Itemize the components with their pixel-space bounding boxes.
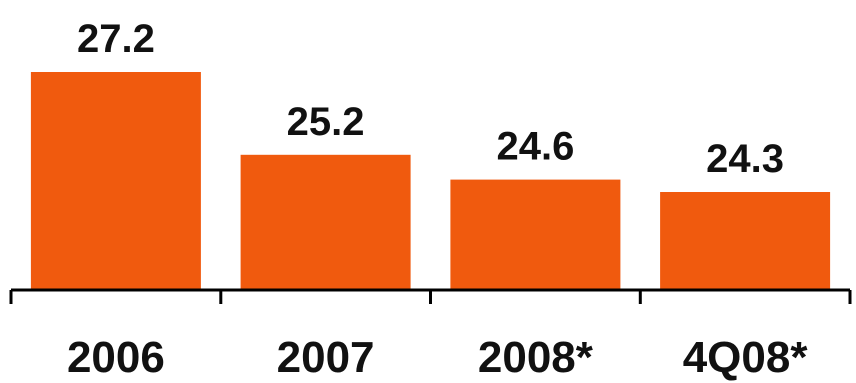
category-label: 2008* <box>478 333 594 382</box>
category-labels-group: 2006 2007 2008* 4Q08* <box>67 333 808 382</box>
bar-4q08 <box>660 192 831 290</box>
bar-2007 <box>240 154 411 290</box>
bars-group <box>30 72 831 290</box>
value-label: 25.2 <box>287 100 365 144</box>
category-label: 4Q08* <box>683 333 809 382</box>
value-label: 27.2 <box>77 17 155 61</box>
value-label: 24.6 <box>496 125 574 169</box>
x-axis <box>9 288 852 304</box>
value-label: 24.3 <box>706 137 784 181</box>
category-label: 2006 <box>67 333 165 382</box>
category-label: 2007 <box>277 333 375 382</box>
bar-2008 <box>450 179 621 290</box>
bar-2006 <box>30 72 201 290</box>
value-labels-group: 27.2 25.2 24.6 24.3 <box>77 17 784 181</box>
